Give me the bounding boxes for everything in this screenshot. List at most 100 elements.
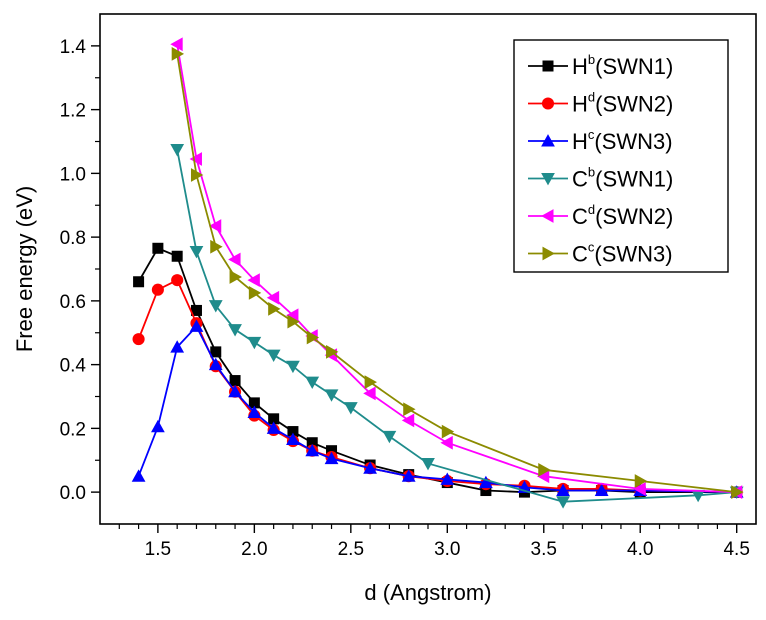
legend-marker	[541, 173, 555, 186]
series-3	[131, 319, 744, 498]
series-line	[137, 247, 737, 494]
y-tick-label: 0.8	[60, 228, 86, 249]
legend-label-superscript: d	[588, 202, 595, 217]
data-point	[401, 469, 416, 482]
data-point	[208, 357, 223, 371]
series-6	[171, 46, 744, 499]
data-point	[189, 319, 204, 332]
y-tick-label: 0.2	[60, 419, 86, 440]
data-point	[266, 290, 280, 305]
data-point	[131, 469, 146, 482]
data-point	[479, 475, 493, 489]
legend-label-suffix: (SWN1)	[595, 167, 673, 192]
legend-box	[513, 39, 729, 273]
data-point	[324, 451, 339, 465]
data-point	[326, 445, 338, 457]
data-point	[268, 413, 280, 425]
data-point	[634, 474, 648, 488]
legend-item: Hd(SWN2)	[528, 90, 673, 117]
data-point	[210, 239, 223, 254]
data-point	[287, 314, 300, 329]
data-point	[633, 482, 646, 496]
data-point	[305, 376, 320, 390]
series-1	[133, 242, 743, 498]
y-axis-title: Free energy (eV)	[12, 186, 37, 352]
data-point	[440, 472, 455, 485]
legend-label-superscript: b	[588, 165, 595, 180]
data-point	[421, 457, 435, 471]
data-point	[326, 345, 339, 359]
data-point	[403, 402, 416, 417]
data-point	[266, 349, 281, 362]
legend-label: Cc(SWN3)	[572, 240, 673, 267]
legend-label-superscript: c	[588, 240, 595, 255]
x-tick-label: 3.5	[531, 539, 557, 560]
data-point	[189, 152, 202, 166]
legend-label-superscript: b	[588, 52, 595, 67]
y-tick-label: 0.0	[60, 483, 86, 504]
y-tick-label: 0.4	[60, 356, 87, 377]
data-point	[171, 274, 184, 287]
data-point	[594, 483, 609, 497]
data-point	[208, 219, 222, 233]
legend-label-suffix: (SWN1)	[595, 54, 673, 79]
data-point	[691, 489, 705, 503]
data-point	[228, 252, 241, 267]
data-point	[343, 402, 358, 415]
data-point	[364, 375, 377, 390]
legend-item: Cd(SWN2)	[528, 202, 673, 229]
data-point	[363, 386, 376, 401]
data-point	[287, 426, 299, 438]
legend-label-base: H	[572, 92, 588, 117]
x-tick-label: 4.5	[723, 539, 749, 560]
legend-label-base: H	[572, 129, 588, 154]
data-point	[305, 443, 320, 457]
data-point	[324, 389, 339, 402]
legend-label: Hb(SWN1)	[572, 52, 673, 79]
data-point	[286, 308, 299, 323]
data-point	[401, 413, 415, 428]
legend-marker	[542, 60, 554, 72]
data-point	[480, 485, 492, 497]
data-point	[556, 496, 570, 509]
data-point	[132, 333, 145, 346]
x-tick-label: 4.0	[627, 539, 653, 560]
data-point	[152, 242, 164, 254]
data-point	[247, 336, 262, 350]
data-point	[363, 461, 377, 474]
series-4	[170, 143, 744, 509]
legend: Hb(SWN1)Hd(SWN2)Hc(SWN3)Cb(SWN1)Cd(SWN2)…	[513, 39, 729, 273]
data-point	[171, 46, 185, 61]
legend-label-base: H	[572, 54, 588, 79]
data-point	[229, 270, 242, 284]
legend-marker	[541, 134, 555, 147]
data-point	[306, 437, 318, 449]
data-point	[248, 286, 262, 300]
y-tick-label: 1.0	[60, 164, 86, 185]
legend-label-suffix: (SWN2)	[595, 92, 673, 117]
legend-label-superscript: c	[588, 127, 595, 142]
y-tick-label: 0.6	[60, 292, 86, 313]
data-point	[208, 300, 223, 313]
x-tick-label: 3.0	[434, 539, 460, 560]
data-point	[441, 424, 455, 439]
data-point	[228, 324, 242, 337]
data-point	[247, 405, 262, 418]
data-point	[440, 435, 453, 450]
series-line	[137, 278, 737, 494]
legend-label-base: C	[572, 204, 588, 229]
data-point	[536, 469, 550, 484]
data-point	[382, 430, 397, 444]
data-point	[556, 483, 570, 497]
data-point	[151, 283, 164, 296]
x-tick-label: 2.5	[338, 539, 364, 560]
data-point	[306, 330, 320, 345]
data-point	[731, 485, 744, 499]
data-point	[151, 419, 165, 433]
legend-label: Hd(SWN2)	[572, 90, 673, 117]
data-point	[190, 168, 204, 182]
data-point	[210, 346, 222, 358]
x-tick-label: 1.5	[145, 539, 171, 560]
axes-layer: 1.5 2.0 2.5 3.0 3.5 4.0 4.5 0.0 0.2 0.4 0.6 0.8 1.0 1…	[60, 37, 750, 560]
